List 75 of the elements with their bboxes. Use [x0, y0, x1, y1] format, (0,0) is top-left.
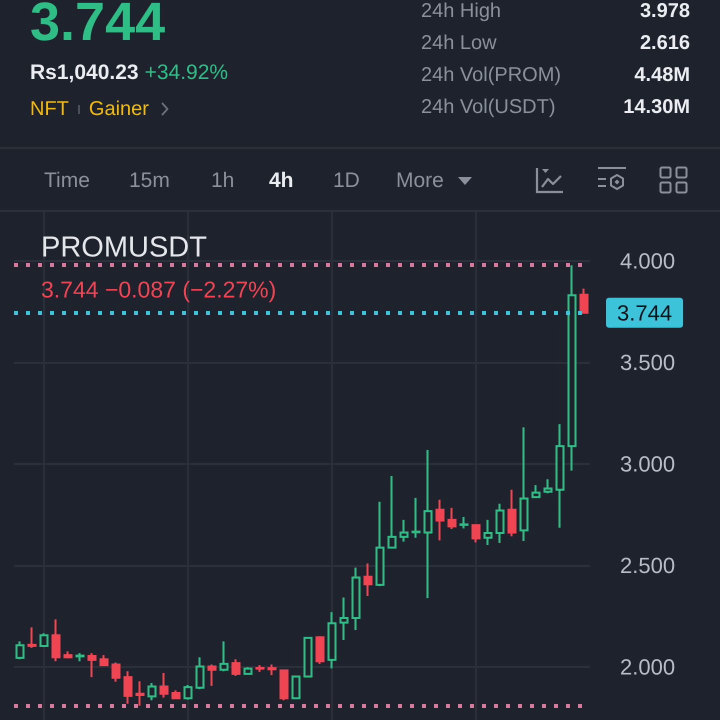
- candlestick: [460, 516, 468, 530]
- y-tick-label: 2.500: [620, 553, 676, 578]
- candlestick: [364, 562, 372, 598]
- candlestick: [328, 611, 336, 670]
- text: 14.30M: [623, 96, 690, 118]
- text: 3.744 −0.087 (−2.27%): [41, 276, 276, 302]
- candlestick: [484, 518, 492, 546]
- candlestick: [568, 264, 576, 472]
- candlestick: [388, 474, 396, 550]
- y-tick-label: 3.000: [620, 451, 676, 476]
- text: 24h High: [421, 0, 502, 22]
- candlestick: [556, 423, 564, 529]
- candlestick: [88, 652, 96, 678]
- text: 4h: [269, 168, 294, 194]
- candlestick: [448, 506, 456, 530]
- candlestick: [244, 666, 252, 676]
- candlestick: [532, 484, 540, 498]
- candlestick: [508, 488, 516, 538]
- candlestick: [220, 640, 228, 672]
- text: PROMUSDT: [41, 232, 208, 264]
- candlestick: [376, 500, 384, 588]
- text: 4.48M: [634, 64, 690, 86]
- candlestick: [496, 502, 504, 544]
- candlestick: [268, 664, 276, 676]
- text: 3.744: [30, 0, 166, 52]
- y-tick-label: 3.500: [620, 350, 676, 375]
- text: 1D: [333, 168, 360, 194]
- candlestick: [472, 524, 480, 544]
- candlestick: [316, 635, 324, 665]
- candlestick: [16, 640, 24, 660]
- text: 24h Vol(PROM): [421, 64, 562, 86]
- candlestick: [436, 498, 444, 542]
- text: 24h Vol(USDT): [421, 96, 556, 118]
- text: 2.616: [640, 32, 690, 54]
- candlestick: [112, 661, 120, 683]
- candlestick: [580, 288, 588, 314]
- text: NFT: [30, 97, 69, 122]
- candlestick: [28, 626, 36, 649]
- candlestick: [292, 674, 300, 700]
- text: Gainer: [88, 97, 149, 122]
- text: More: [396, 168, 444, 194]
- y-tick-label: 2.000: [620, 654, 676, 680]
- candlestick: [64, 650, 72, 660]
- candlestick: [148, 682, 156, 702]
- text: Time: [44, 168, 90, 194]
- candlestick: [340, 596, 348, 641]
- candlestick: [232, 658, 240, 677]
- y-tick-label: 4.000: [620, 248, 676, 274]
- candlestick: [400, 518, 408, 543]
- candlestick: [52, 618, 60, 662]
- candlestick: [520, 426, 528, 542]
- candlestick: [196, 656, 204, 690]
- candlestick: [304, 636, 312, 678]
- candlestick: [124, 670, 132, 705]
- candlestick: [412, 496, 420, 539]
- candlestick: [544, 478, 552, 494]
- text: +34.92%: [144, 60, 228, 86]
- candlestick: [424, 448, 432, 600]
- ref-line-label: 3.744: [617, 300, 672, 326]
- text: Rs1,040.23: [30, 60, 139, 86]
- candlestick: [208, 664, 216, 687]
- text: 1h: [211, 168, 234, 194]
- candlestick: [172, 689, 180, 700]
- text: 15m: [129, 168, 170, 194]
- candlestick: [352, 566, 360, 631]
- candlestick: [76, 652, 84, 662]
- candlestick: [160, 672, 168, 699]
- text: 24h Low: [421, 32, 497, 54]
- candlestick: [184, 684, 192, 701]
- text: 3.978: [640, 0, 690, 22]
- candlestick: [136, 680, 144, 707]
- candlestick: [40, 632, 48, 648]
- candlestick: [280, 668, 288, 702]
- candlestick: [256, 664, 264, 673]
- candlestick: [100, 654, 108, 666]
